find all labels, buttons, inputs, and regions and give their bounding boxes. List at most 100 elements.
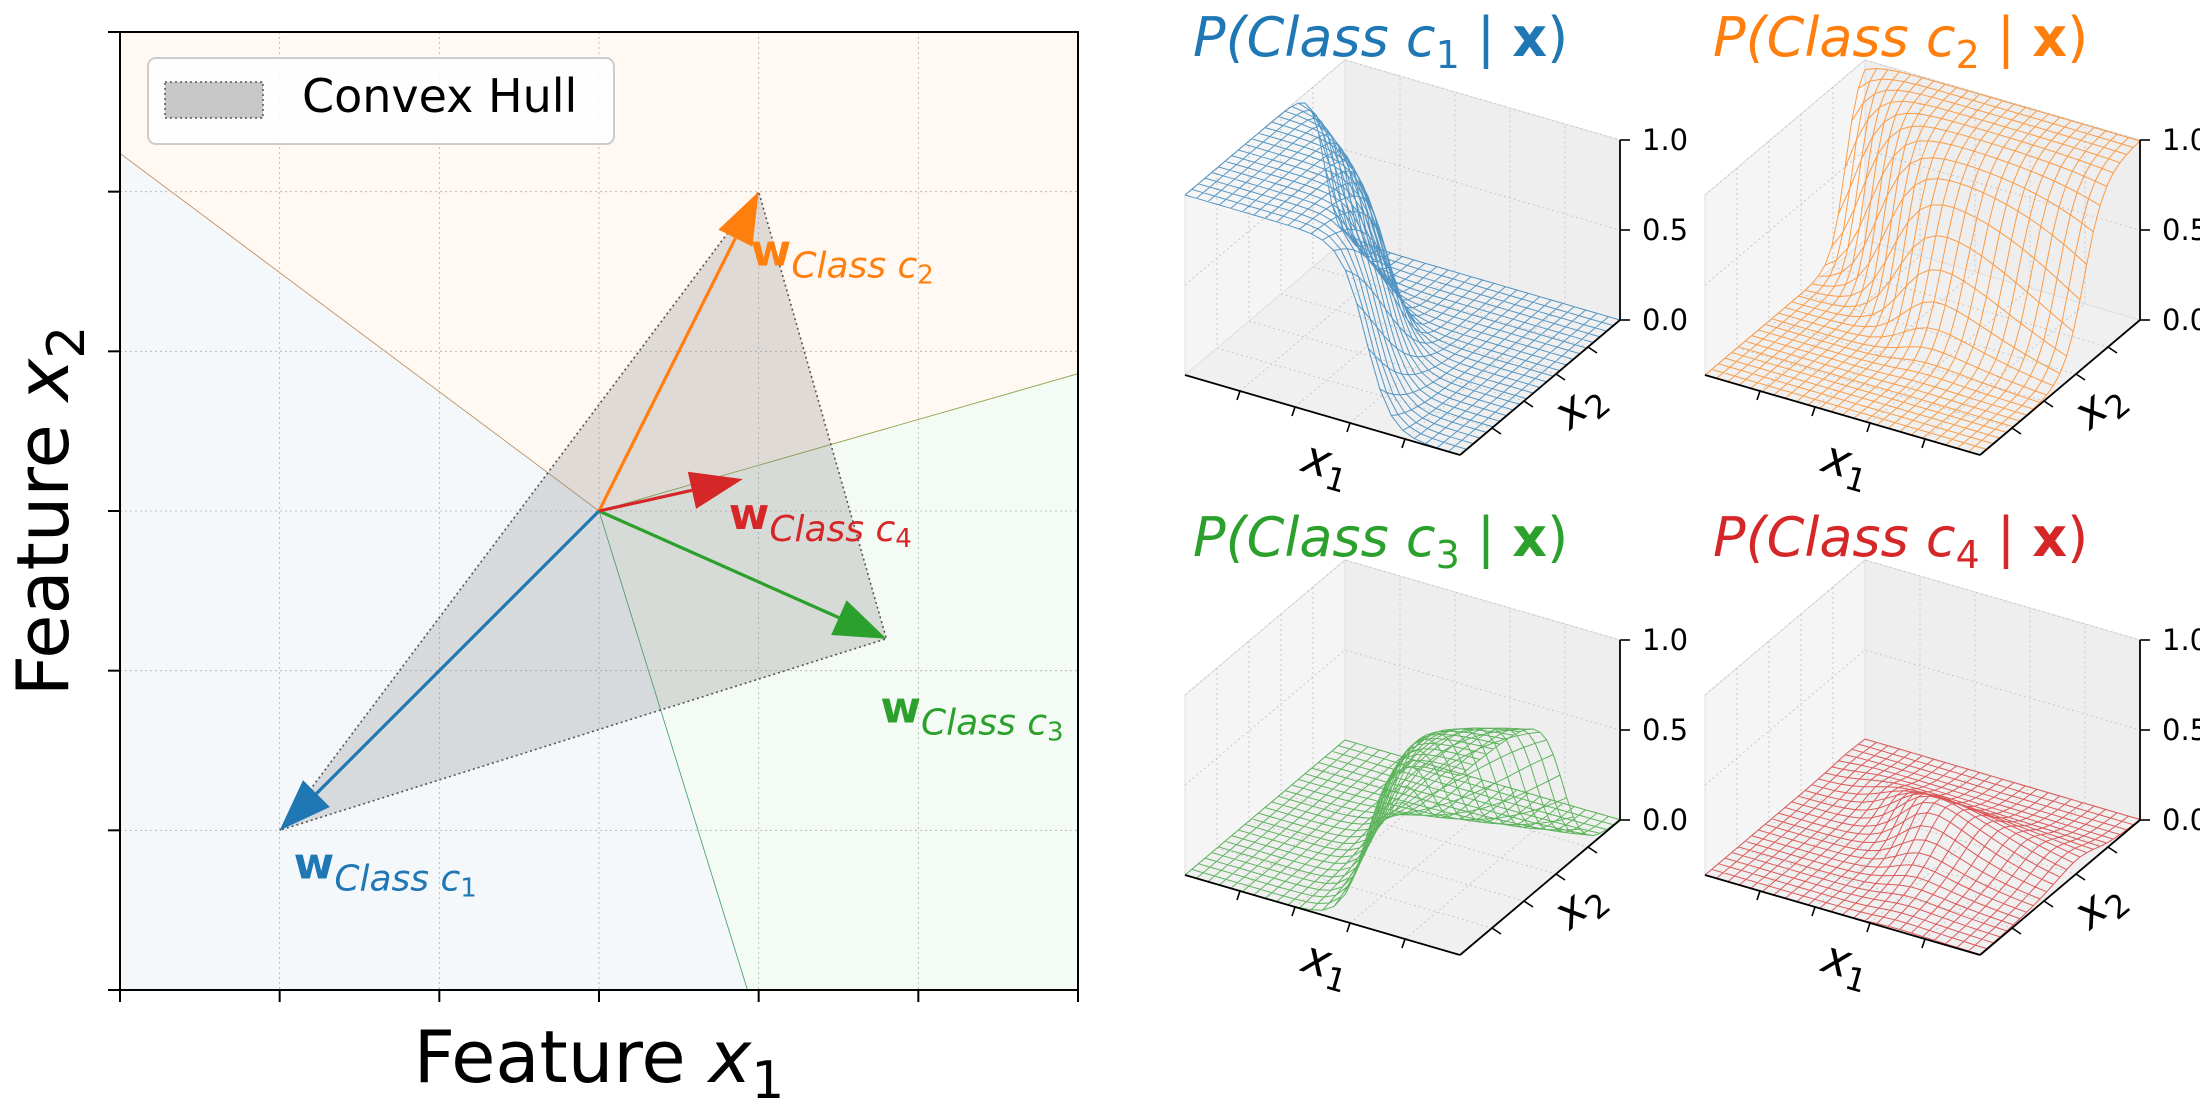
- x1-tick: [1291, 406, 1296, 417]
- legend: Convex Hull: [147, 57, 615, 145]
- x1-tick: [1756, 890, 1761, 901]
- region-c3: [598, 373, 1078, 990]
- surface-panel-1: 0.0 0.5 1.0 x1 x2 P(Class c1 | x): [1183, 6, 1688, 501]
- x2-tick: [1523, 900, 1534, 908]
- z-tick-label: 0.0: [1642, 303, 1688, 337]
- x1-axis-line: [1184, 874, 1461, 956]
- x1-tick: [1811, 906, 1816, 917]
- z-tick-label: 1.0: [1642, 623, 1688, 657]
- surface-x1-label: x1: [1813, 929, 1877, 1001]
- z-tick-label: 1.0: [2162, 623, 2200, 657]
- legend-label: Convex Hull: [302, 69, 577, 123]
- vector-c3-shaft: [598, 509, 840, 620]
- surface-x1-label: x1: [1293, 429, 1357, 501]
- x1-tick: [1921, 438, 1926, 449]
- surface-panel-2: 0.0 0.5 1.0 x1 x2 P(Class c2 | x): [1703, 6, 2200, 501]
- vector-c2-shaft: [597, 237, 737, 512]
- x2-tick: [2011, 927, 2022, 935]
- z-tick-label: 0.5: [1642, 213, 1688, 247]
- vector-label-c1: wClass c1: [294, 838, 477, 903]
- x2-tick: [1491, 927, 1502, 935]
- surface-x2-label: x2: [2061, 867, 2138, 946]
- x1-axis-line: [1184, 374, 1461, 456]
- z-tick-label: 0.0: [2162, 803, 2200, 837]
- x1-tick: [1401, 938, 1406, 949]
- x2-tick: [1491, 427, 1502, 435]
- x2-tick: [2075, 873, 2086, 881]
- surface-x2-label: x2: [1541, 867, 1618, 946]
- x1-tick: [1756, 390, 1761, 401]
- pane-grid: [1216, 168, 1493, 429]
- x2-tick: [2107, 846, 2118, 854]
- x2-tick: [2075, 373, 2086, 381]
- x1-tick: [1401, 438, 1406, 449]
- x1-tick: [1921, 938, 1926, 949]
- left-pane: [1184, 58, 1346, 377]
- x2-tick: [2011, 427, 2022, 435]
- surface-x2-label: x2: [2061, 367, 2138, 446]
- vector-label-c2: wClass c2: [751, 226, 934, 291]
- surface-panel-3: 0.0 0.5 1.0 x1 x2 P(Class c3 | x): [1183, 506, 1688, 1001]
- z-tick-label: 0.5: [1642, 713, 1688, 747]
- pane-grid: [1184, 649, 1621, 786]
- x2-tick: [1555, 373, 1566, 381]
- surface-x1-label: x1: [1293, 929, 1357, 1001]
- z-tick-label: 0.0: [2162, 303, 2200, 337]
- x2-tick: [1587, 846, 1598, 854]
- surface-mesh-1: [1184, 102, 1621, 456]
- pane-grid: [1184, 59, 1621, 196]
- pane-grid: [1704, 59, 2141, 196]
- x1-tick: [1866, 922, 1871, 933]
- vector-label-c3: wClass c3: [880, 683, 1063, 748]
- x2-axis-line: [1979, 819, 2141, 956]
- z-tick-label: 0.0: [1642, 803, 1688, 837]
- x-axis-label: Feature x1: [414, 1015, 785, 1100]
- surface-x1-label: x1: [1813, 429, 1877, 501]
- x2-tick: [1523, 400, 1534, 408]
- surface-title-4: P(Class c4 | x): [1713, 506, 2088, 577]
- pane-grid: [1704, 149, 2141, 286]
- x2-axis-line: [1459, 819, 1621, 956]
- vector-c4-shaft: [598, 488, 693, 513]
- x1-tick: [1236, 890, 1241, 901]
- x1-tick: [1291, 906, 1296, 917]
- pane-grid: [1248, 141, 1525, 402]
- x2-tick: [2043, 400, 2054, 408]
- x1-axis-line: [1704, 374, 1981, 456]
- surface-title-2: P(Class c2 | x): [1713, 6, 2088, 77]
- x1-tick: [1811, 406, 1816, 417]
- x2-tick: [2107, 346, 2118, 354]
- z-tick-label: 0.5: [2162, 713, 2200, 747]
- legend-box: [147, 57, 615, 145]
- x2-tick: [1555, 873, 1566, 881]
- vector-c2-head: [718, 191, 759, 247]
- pane-grid: [1704, 559, 2141, 696]
- vector-c4-head: [687, 471, 743, 509]
- main-plot: [120, 32, 1078, 990]
- pane-grid: [1704, 649, 2141, 786]
- x2-axis-line: [1979, 319, 2141, 456]
- vector-c3-head: [831, 600, 887, 639]
- region-c2: [120, 32, 1078, 512]
- y-axis-label: Feature x2: [1, 326, 97, 697]
- vector-c1-shaft: [315, 509, 601, 795]
- surface-x2-label: x2: [1541, 367, 1618, 446]
- z-tick-label: 1.0: [2162, 123, 2200, 157]
- vector-label-c4: wClass c4: [729, 489, 912, 554]
- surface-title-1: P(Class c1 | x): [1193, 6, 1568, 77]
- convex-hull: [277, 189, 888, 832]
- legend-swatch: [164, 81, 264, 119]
- left-pane: [1704, 58, 1866, 377]
- x1-axis-line: [1704, 874, 1981, 956]
- pane-grid: [1184, 149, 1621, 286]
- x2-tick: [2043, 900, 2054, 908]
- surface-panel-4: 0.0 0.5 1.0 x1 x2 P(Class c4 | x): [1703, 506, 2200, 1001]
- x1-tick: [1236, 390, 1241, 401]
- x1-tick: [1346, 922, 1351, 933]
- z-tick-label: 0.5: [2162, 213, 2200, 247]
- x2-tick: [1587, 346, 1598, 354]
- surface-mesh-3: [1184, 727, 1621, 911]
- z-tick-label: 1.0: [1642, 123, 1688, 157]
- x2-axis-line: [1459, 319, 1621, 456]
